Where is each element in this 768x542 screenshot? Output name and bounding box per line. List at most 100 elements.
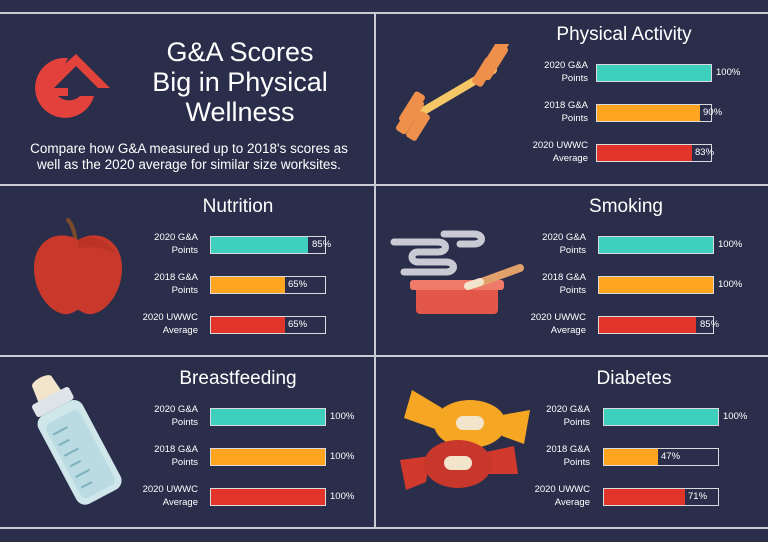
nutrition-ga-2020-label-line: 2020 G&A [154, 232, 198, 243]
smoking-ga-2018-label: 2018 G&A Points [516, 271, 586, 297]
breastfeeding-uwwc-2020-label-line: 2020 UWWC [142, 484, 198, 495]
diabetes-uwwc-2020-value: 71% [688, 491, 708, 502]
smoking-ga-2020-value: 100% [718, 239, 743, 250]
hero-subtitle-line-2: well as the 2020 average for similar siz… [37, 157, 341, 172]
smoking-uwwc-2020-value: 85% [700, 319, 720, 330]
physical-activity-uwwc-2020-label: 2020 UWWC Average [518, 139, 588, 165]
nutrition-ga-2020-label: 2020 G&A Points [128, 231, 198, 257]
divider-top [0, 12, 768, 14]
divider-row2 [0, 355, 768, 357]
hero-title-line-3: Wellness [185, 97, 295, 127]
physical-activity-ga-2020-bar-track [596, 64, 712, 82]
physical-activity-uwwc-2020-label-line: Average [552, 153, 588, 164]
diabetes-ga-2018-bar-track [603, 448, 719, 466]
breastfeeding-uwwc-2020-value: 100% [330, 491, 355, 502]
physical-activity-uwwc-2020-bar-fill [597, 145, 692, 161]
breastfeeding-ga-2018-bar-fill [211, 449, 325, 465]
smoking-ga-2020-label-line: 2020 G&A [542, 232, 586, 243]
diabetes-uwwc-2020-bar-fill [604, 489, 685, 505]
breastfeeding-ga-2020-value: 100% [330, 411, 355, 422]
candy-icon [400, 390, 530, 490]
hero-subtitle: Compare how G&A measured up to 2018's sc… [14, 141, 364, 173]
physical-activity-ga-2018-bar-fill [597, 105, 700, 121]
smoking-ga-2018-value: 100% [718, 279, 743, 290]
nutrition-ga-2018-bar-track [210, 276, 326, 294]
breastfeeding-ga-2018-value: 100% [330, 451, 355, 462]
breastfeeding-ga-2018-label: 2018 G&A Points [128, 443, 198, 469]
physical-activity-ga-2020-value: 100% [716, 67, 741, 78]
physical-activity-uwwc-2020-bar-track [596, 144, 712, 162]
physical-activity-ga-2020-bar-fill [597, 65, 711, 81]
breastfeeding-uwwc-2020-bar-fill [211, 489, 325, 505]
nutrition-uwwc-2020-label-line: Average [162, 325, 198, 336]
physical-activity-ga-2018-label-line: 2018 G&A [544, 100, 588, 111]
diabetes-title: Diabetes [596, 368, 672, 389]
breastfeeding-title: Breastfeeding [179, 368, 297, 389]
smoking-uwwc-2020-label: 2020 UWWC Average [516, 311, 586, 337]
hero-subtitle-line-1: Compare how G&A measured up to 2018's sc… [30, 141, 348, 156]
smoking-ga-2020-bar-fill [599, 237, 713, 253]
diabetes-ga-2018-value: 47% [661, 451, 681, 462]
breastfeeding-uwwc-2020-label-line: Average [162, 497, 198, 508]
hero-title-line-2: Big in Physical [152, 67, 328, 97]
nutrition-ga-2018-label-line: Points [171, 285, 198, 296]
diabetes-ga-2018-label-line: Points [563, 457, 590, 468]
nutrition-uwwc-2020-bar-track [210, 316, 326, 334]
nutrition-ga-2020-bar-fill [211, 237, 308, 253]
nutrition-ga-2020-bar-track [210, 236, 326, 254]
apple-icon [34, 218, 122, 315]
breastfeeding-ga-2020-bar-track [210, 408, 326, 426]
physical-activity-ga-2020-label: 2020 G&A Points [518, 59, 588, 85]
nutrition-uwwc-2020-value: 65% [288, 319, 308, 330]
diabetes-ga-2020-value: 100% [723, 411, 748, 422]
logo-icon [35, 54, 110, 118]
diabetes-ga-2020-label-line: Points [563, 417, 590, 428]
breastfeeding-ga-2018-label-line: Points [171, 457, 198, 468]
hero-title-line-1: G&A Scores [166, 37, 314, 67]
breastfeeding-uwwc-2020-bar-track [210, 488, 326, 506]
physical-activity-ga-2018-bar-track [596, 104, 712, 122]
physical-activity-uwwc-2020-label-line: 2020 UWWC [532, 140, 588, 151]
breastfeeding-ga-2020-label-line: Points [171, 417, 198, 428]
physical-activity-ga-2018-label-line: Points [561, 113, 588, 124]
breastfeeding-ga-2018-label-line: 2018 G&A [154, 444, 198, 455]
diabetes-uwwc-2020-bar-track [603, 488, 719, 506]
nutrition-ga-2020-label-line: Points [171, 245, 198, 256]
nutrition-uwwc-2020-label-line: 2020 UWWC [142, 312, 198, 323]
smoking-ga-2018-bar-fill [599, 277, 713, 293]
smoking-ga-2018-label-line: 2018 G&A [542, 272, 586, 283]
nutrition-ga-2018-label: 2018 G&A Points [128, 271, 198, 297]
smoking-ga-2020-bar-track [598, 236, 714, 254]
diabetes-ga-2020-bar-fill [604, 409, 718, 425]
nutrition-uwwc-2020-bar-fill [211, 317, 286, 333]
divider-bottom [0, 527, 768, 529]
diabetes-ga-2020-label-line: 2020 G&A [546, 404, 590, 415]
divider-vertical [374, 14, 376, 528]
diabetes-ga-2018-label-line: 2018 G&A [546, 444, 590, 455]
physical-activity-ga-2020-label-line: 2020 G&A [544, 60, 588, 71]
physical-activity-ga-2020-label-line: Points [561, 73, 588, 84]
divider-row1 [0, 184, 768, 186]
nutrition-uwwc-2020-label: 2020 UWWC Average [128, 311, 198, 337]
smoking-ga-2018-bar-track [598, 276, 714, 294]
diabetes-uwwc-2020-label-line: 2020 UWWC [534, 484, 590, 495]
smoking-uwwc-2020-label-line: Average [550, 325, 586, 336]
nutrition-title: Nutrition [202, 196, 274, 217]
hero-title: G&A Scores Big in Physical Wellness [120, 37, 360, 127]
breastfeeding-uwwc-2020-label: 2020 UWWC Average [128, 483, 198, 509]
diabetes-ga-2020-label: 2020 G&A Points [520, 403, 590, 429]
breastfeeding-ga-2020-label: 2020 G&A Points [128, 403, 198, 429]
ashtray-icon [390, 230, 524, 314]
nutrition-ga-2018-bar-fill [211, 277, 286, 293]
smoking-uwwc-2020-bar-track [598, 316, 714, 334]
physical-activity-title: Physical Activity [556, 24, 692, 45]
physical-activity-uwwc-2020-value: 83% [695, 147, 715, 158]
smoking-ga-2020-label-line: Points [559, 245, 586, 256]
diabetes-ga-2018-label: 2018 G&A Points [520, 443, 590, 469]
smoking-uwwc-2020-bar-fill [599, 317, 696, 333]
diabetes-ga-2020-bar-track [603, 408, 719, 426]
breastfeeding-ga-2020-label-line: 2020 G&A [154, 404, 198, 415]
diabetes-ga-2018-bar-fill [604, 449, 658, 465]
baby-bottle-icon [32, 375, 122, 505]
